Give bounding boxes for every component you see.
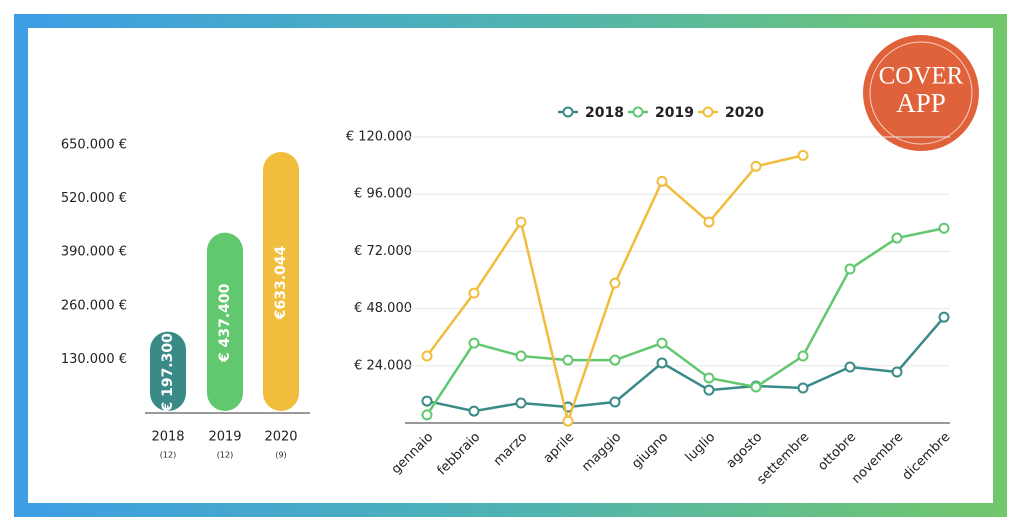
point bbox=[515, 216, 527, 228]
x-tick-label: giugno bbox=[629, 430, 671, 472]
point bbox=[609, 354, 621, 366]
y-tick-label: € 24.000 bbox=[354, 358, 412, 373]
point bbox=[656, 337, 668, 349]
value-label: € 437.400 bbox=[217, 283, 233, 363]
point bbox=[844, 263, 856, 275]
x-tick-label: luglio bbox=[683, 430, 719, 466]
point bbox=[515, 350, 527, 362]
x-tick-label: novembre bbox=[849, 430, 906, 487]
point bbox=[750, 160, 762, 172]
y-tick-label: € 96.000 bbox=[354, 187, 412, 202]
x-tick-label: febbraio bbox=[435, 430, 484, 479]
point bbox=[656, 175, 668, 187]
point bbox=[938, 311, 950, 323]
x-tick-label: dicembre bbox=[900, 430, 954, 484]
legend-label: 2020 bbox=[725, 105, 764, 121]
value-label: €633.044 bbox=[273, 245, 289, 320]
x-tick-label: agosto bbox=[724, 430, 766, 472]
point bbox=[797, 149, 809, 161]
point bbox=[703, 372, 715, 384]
point bbox=[421, 409, 433, 421]
point bbox=[609, 277, 621, 289]
point bbox=[562, 415, 574, 427]
point bbox=[468, 405, 480, 417]
x-tick-label: maggio bbox=[579, 430, 624, 475]
point bbox=[797, 350, 809, 362]
point bbox=[891, 232, 903, 244]
legend-marker bbox=[632, 106, 644, 118]
point bbox=[468, 287, 480, 299]
x-tick-label: 2019 bbox=[208, 430, 241, 445]
point bbox=[468, 337, 480, 349]
y-tick-label: 260.000 € bbox=[61, 298, 127, 313]
y-tick-label: € 48.000 bbox=[354, 301, 412, 316]
logo bbox=[863, 35, 979, 151]
logo-ring bbox=[869, 41, 973, 145]
series bbox=[421, 311, 950, 417]
y-tick-label: € 120.000 bbox=[346, 130, 412, 145]
legend-label: 2018 bbox=[585, 105, 624, 121]
point bbox=[703, 216, 715, 228]
frame bbox=[14, 14, 1007, 517]
point bbox=[891, 366, 903, 378]
point bbox=[844, 361, 856, 373]
legend-label: 2019 bbox=[655, 105, 694, 121]
point bbox=[609, 396, 621, 408]
x-tick-label: aprile bbox=[541, 430, 578, 467]
y-tick-label: 390.000 € bbox=[61, 245, 127, 260]
y-tick-label: 520.000 € bbox=[61, 191, 127, 206]
bar bbox=[150, 331, 186, 411]
point bbox=[421, 395, 433, 407]
x-tick-label: gennaio bbox=[389, 430, 437, 478]
point bbox=[938, 222, 950, 234]
x-sublabel: (12) bbox=[217, 451, 233, 460]
y-tick-label: € 72.000 bbox=[354, 244, 412, 259]
point bbox=[750, 381, 762, 393]
series bbox=[421, 222, 950, 421]
point bbox=[562, 354, 574, 366]
panel bbox=[28, 28, 993, 503]
x-tick-label: marzo bbox=[491, 430, 530, 469]
point bbox=[421, 350, 433, 362]
y-tick-label: 650.000 € bbox=[61, 138, 127, 153]
line bbox=[425, 227, 945, 416]
point bbox=[703, 384, 715, 396]
bar bbox=[263, 151, 299, 411]
point bbox=[515, 397, 527, 409]
logo-text: COVER bbox=[879, 63, 964, 90]
x-tick-label: 2018 bbox=[151, 430, 184, 445]
x-tick-label: 2020 bbox=[264, 430, 297, 445]
logo-text: APP bbox=[896, 88, 946, 118]
value-label: € 197.300 bbox=[160, 333, 176, 413]
x-sublabel: (9) bbox=[275, 451, 286, 460]
point bbox=[797, 382, 809, 394]
line bbox=[426, 316, 945, 413]
x-sublabel: (12) bbox=[160, 451, 176, 460]
bar bbox=[207, 232, 243, 411]
x-tick-label: ottobre bbox=[815, 430, 859, 474]
legend-marker bbox=[562, 106, 574, 118]
y-tick-label: 130.000 € bbox=[61, 352, 127, 367]
point bbox=[656, 357, 668, 369]
series bbox=[421, 149, 809, 427]
legend-marker bbox=[702, 106, 714, 118]
